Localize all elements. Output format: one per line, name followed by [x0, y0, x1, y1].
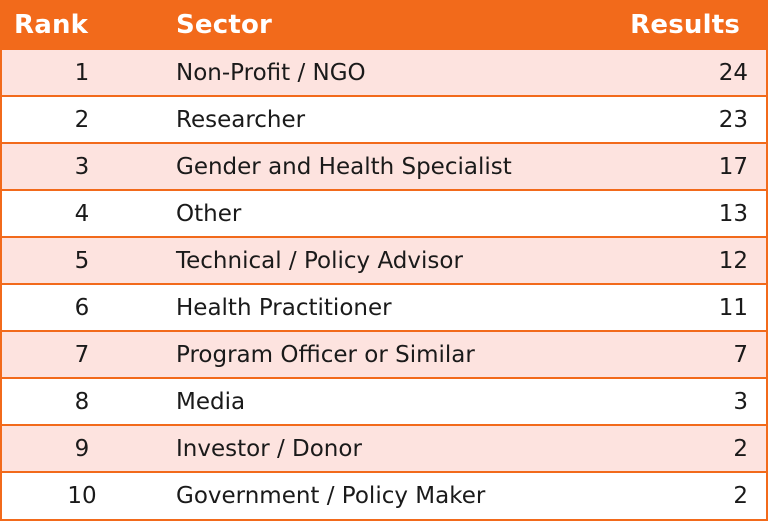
header-rank: Rank — [14, 10, 89, 40]
table-row: 1 Non-Profit / NGO 24 — [2, 48, 766, 95]
rank-cell: 5 — [74, 247, 90, 274]
table-header: Rank Sector Results — [2, 2, 766, 48]
sector-cell: Health Practitioner — [176, 294, 392, 321]
rank-cell: 10 — [67, 482, 97, 509]
table-row: 3 Gender and Health Specialist 17 — [2, 142, 766, 189]
sector-cell: Non-Profit / NGO — [176, 59, 366, 86]
sector-cell: Other — [176, 200, 242, 227]
rank-cell: 3 — [74, 153, 90, 180]
table-row: 7 Program Officer or Similar 7 — [2, 330, 766, 377]
results-cell: 17 — [718, 153, 748, 180]
table-row: 4 Other 13 — [2, 189, 766, 236]
results-cell: 2 — [733, 435, 748, 462]
sector-cell: Gender and Health Specialist — [176, 153, 512, 180]
results-cell: 24 — [718, 59, 748, 86]
sector-cell: Technical / Policy Advisor — [176, 247, 463, 274]
results-cell: 3 — [733, 388, 748, 415]
header-sector: Sector — [176, 10, 273, 40]
sector-cell: Researcher — [176, 106, 306, 133]
rank-cell: 8 — [74, 388, 90, 415]
sector-cell: Media — [176, 388, 246, 415]
sector-cell: Program Officer or Similar — [176, 341, 475, 368]
table-row: 5 Technical / Policy Advisor 12 — [2, 236, 766, 283]
results-cell: 12 — [718, 247, 748, 274]
table-row: 10 Government / Policy Maker 2 — [2, 471, 766, 518]
results-cell: 7 — [733, 341, 748, 368]
rank-cell: 1 — [74, 59, 90, 86]
results-cell: 13 — [718, 200, 748, 227]
rank-cell: 6 — [74, 294, 90, 321]
table-row: 9 Investor / Donor 2 — [2, 424, 766, 471]
table-row: 6 Health Practitioner 11 — [2, 283, 766, 330]
sector-cell: Investor / Donor — [176, 435, 362, 462]
results-cell: 11 — [718, 294, 748, 321]
rank-cell: 2 — [74, 106, 90, 133]
rank-cell: 7 — [74, 341, 90, 368]
rank-cell: 9 — [74, 435, 90, 462]
results-cell: 23 — [718, 106, 748, 133]
results-cell: 2 — [733, 482, 748, 509]
table-row: 8 Media 3 — [2, 377, 766, 424]
table-row: 2 Researcher 23 — [2, 95, 766, 142]
rank-cell: 4 — [74, 200, 90, 227]
header-results: Results — [630, 10, 740, 40]
sector-cell: Government / Policy Maker — [176, 482, 486, 509]
